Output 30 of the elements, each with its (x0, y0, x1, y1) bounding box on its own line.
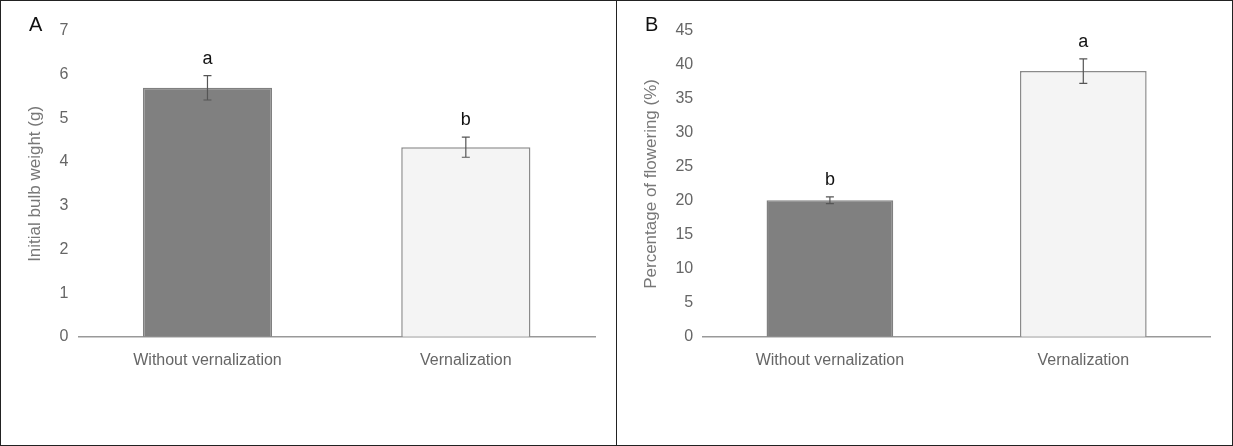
y-tick-label: 4 (59, 152, 69, 170)
chart-title: A (29, 12, 43, 35)
x-tick-label: Vernalization (420, 350, 512, 368)
y-tick-label: 15 (675, 225, 694, 243)
y-tick-label: 5 (684, 293, 694, 311)
y-tick-label: 45 (675, 21, 694, 39)
y-tick-label: 30 (675, 123, 694, 141)
y-tick-label: 5 (59, 108, 69, 126)
y-tick-label: 40 (675, 55, 694, 73)
y-tick-label: 0 (684, 327, 694, 345)
y-tick-label: 25 (675, 157, 694, 175)
y-tick-label: 20 (675, 191, 694, 209)
annotation: a (1078, 30, 1090, 51)
y-tick-label: 3 (59, 196, 69, 214)
x-tick-label: Without vernalization (755, 350, 905, 368)
y-tick-label: 0 (59, 327, 69, 345)
annotation: a (202, 47, 214, 68)
y-tick-label: 6 (59, 65, 69, 83)
y-tick-label: 1 (59, 283, 69, 301)
annotation: b (824, 168, 835, 189)
y-tick-label: 7 (59, 21, 69, 39)
x-tick-label: Without vernalization (133, 350, 282, 368)
y-axis-title: Percentage of flowering (%) (640, 79, 660, 289)
y-tick-label: 2 (59, 239, 69, 257)
chart-title: B (645, 12, 659, 35)
y-axis-title: Initial bulb weight (g) (24, 105, 44, 262)
x-tick-label: Vernalization (1037, 350, 1130, 368)
y-tick-label: 35 (675, 89, 694, 107)
y-tick-label: 10 (675, 259, 694, 277)
annotation: b (460, 109, 471, 130)
